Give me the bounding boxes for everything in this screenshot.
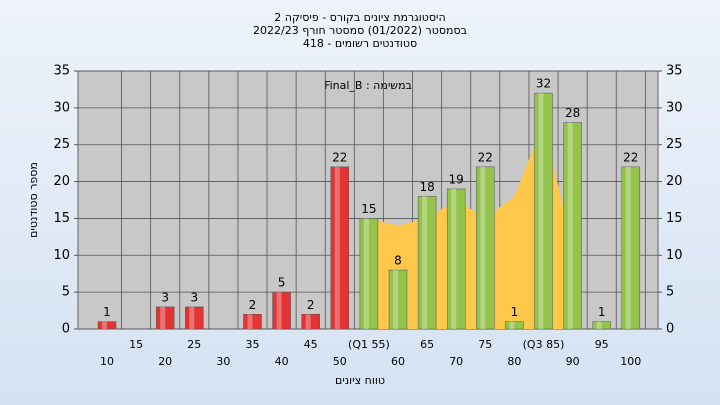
bar: [417, 196, 437, 330]
y2-tick-label: 20: [666, 174, 683, 189]
y2-tick-label: 10: [666, 248, 683, 263]
bar-highlight: [451, 188, 457, 329]
x-tick-label: 40: [275, 355, 289, 368]
bar-highlight: [276, 292, 282, 329]
value-label: 32: [536, 77, 551, 91]
x-tick-label: 15: [129, 338, 143, 351]
y-tick-label: 35: [53, 64, 70, 79]
y-tick-label: 0: [62, 322, 70, 337]
value-label: 8: [394, 254, 402, 268]
value-label: 2: [307, 298, 315, 312]
x-tick-label: 80: [507, 355, 521, 368]
y-axis-label: מספר סטודנטים: [27, 162, 40, 238]
bar: [446, 188, 466, 330]
bar: [563, 122, 582, 330]
y-tick-label: 15: [53, 211, 70, 226]
annotation: במשימה : Final_B: [324, 79, 412, 92]
bar: [505, 321, 524, 330]
y-tick-label: 30: [53, 100, 70, 115]
x-tick-label: 90: [566, 355, 580, 368]
value-label: 15: [361, 202, 376, 216]
value-label: 5: [278, 276, 286, 290]
x-tick-label: (Q3 85): [523, 338, 565, 351]
value-label: 1: [511, 305, 519, 319]
bar: [97, 321, 117, 330]
x-tick-label: 35: [246, 338, 260, 351]
y-tick-label: 25: [53, 137, 70, 152]
value-label: 1: [598, 305, 606, 319]
chart-subtitle: סטודנטים רשומים - 418: [303, 37, 417, 50]
bar-highlight: [567, 122, 573, 329]
bar-highlight: [247, 314, 253, 329]
bar-highlight: [305, 314, 311, 329]
value-label: 18: [419, 180, 434, 194]
y2-tick-label: 0: [666, 322, 674, 337]
bar: [155, 306, 175, 330]
x-tick-label: 25: [187, 338, 201, 351]
chart-subtitle: בסמסטר (01/2022) סמסטר חורף 2022/23: [253, 24, 467, 37]
bar: [243, 314, 262, 330]
value-label: 22: [623, 150, 638, 164]
x-tick-label: 45: [304, 338, 318, 351]
bar-highlight: [334, 166, 340, 329]
bar-highlight: [480, 166, 486, 329]
bar: [359, 218, 379, 330]
bar: [185, 306, 204, 330]
x-tick-label: 75: [478, 338, 492, 351]
value-label: 2: [249, 298, 257, 312]
x-tick-label: 10: [100, 355, 114, 368]
x-tick-label: 70: [449, 355, 463, 368]
bar: [330, 166, 350, 330]
x-tick-label: 65: [420, 338, 434, 351]
y2-tick-label: 30: [666, 100, 683, 115]
y2-tick-label: 15: [666, 211, 683, 226]
bar-highlight: [189, 306, 195, 329]
bar-highlight: [393, 270, 398, 329]
y-tick-label: 5: [62, 285, 70, 300]
x-tick-label: 20: [158, 355, 172, 368]
y-tick-label: 20: [53, 174, 70, 189]
y2-tick-label: 5: [666, 285, 674, 300]
bar: [534, 92, 553, 330]
y2-tick-label: 35: [666, 64, 683, 79]
y-tick-label: 10: [53, 248, 70, 263]
value-label: 22: [478, 150, 493, 164]
x-axis-label: טווח ציונים: [335, 374, 385, 387]
value-label: 28: [565, 106, 580, 120]
bar: [476, 166, 495, 330]
x-tick-label: 100: [620, 355, 641, 368]
bar-highlight: [509, 321, 515, 329]
value-label: 3: [161, 290, 169, 304]
bar-highlight: [363, 218, 369, 329]
x-tick-label: (Q1 55): [348, 338, 390, 351]
chart-title: היסטוגרמת ציונים בקורס - פיסיקה 2: [274, 11, 445, 24]
x-tick-label: 95: [595, 338, 609, 351]
bar-highlight: [596, 321, 602, 329]
bar-highlight: [160, 306, 166, 329]
value-label: 19: [449, 172, 464, 186]
bar: [388, 269, 408, 330]
bar-highlight: [102, 321, 107, 329]
bar-highlight: [422, 196, 428, 329]
bar-highlight: [625, 166, 631, 329]
x-tick-label: 50: [333, 355, 347, 368]
bar-highlight: [538, 93, 544, 329]
bar: [621, 166, 641, 330]
x-tick-label: 30: [216, 355, 230, 368]
value-label: 22: [332, 150, 347, 164]
value-label: 1: [103, 305, 111, 319]
x-tick-label: 60: [391, 355, 405, 368]
bar: [592, 321, 611, 330]
y2-tick-label: 25: [666, 137, 683, 152]
value-label: 3: [190, 290, 198, 304]
bar: [272, 291, 291, 330]
bar: [301, 314, 320, 330]
